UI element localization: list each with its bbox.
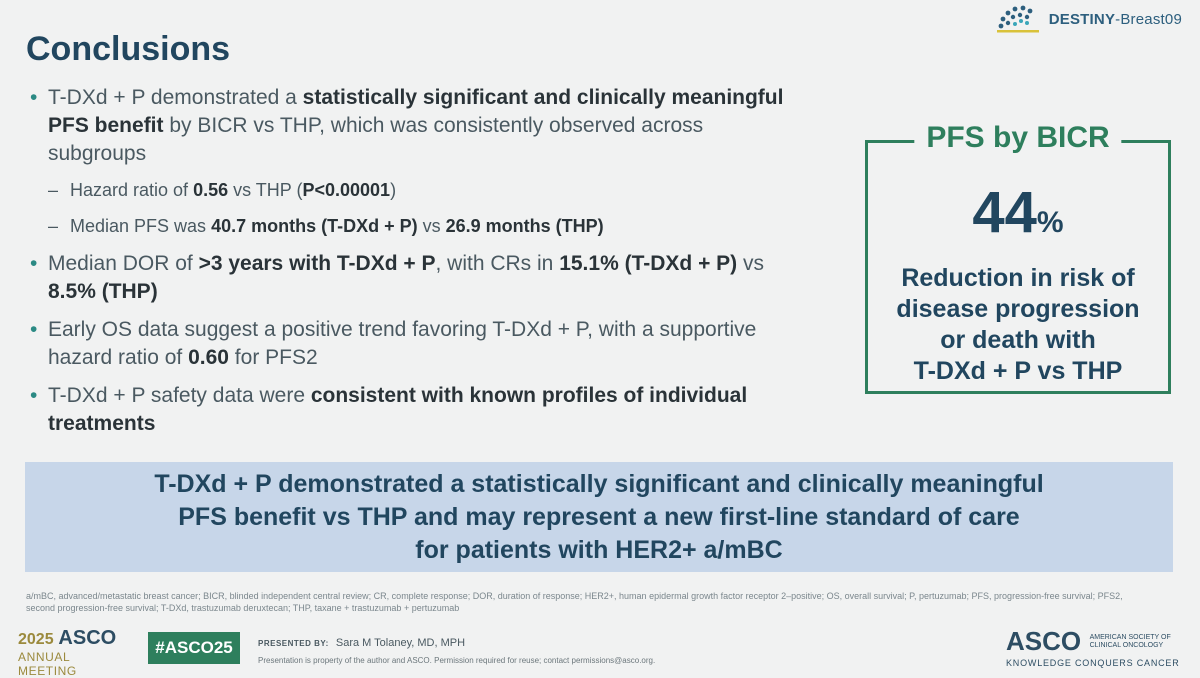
pfs-desc-line: or death with: [940, 326, 1096, 354]
asco-society-line: CLINICAL ONCOLOGY: [1089, 641, 1164, 649]
bold-text-run: P<0.00001: [302, 180, 391, 200]
text-run: T-DXd + P demonstrated a: [48, 86, 303, 109]
bold-text-run: statistically significant and clinically…: [48, 86, 784, 137]
presented-by-label: PRESENTED BY:: [258, 639, 329, 648]
asco-society-logo: ASCO AMERICAN SOCIETY OF CLINICAL ONCOLO…: [1006, 626, 1186, 668]
asco-tagline: KNOWLEDGE CONQUERS CANCER: [1006, 658, 1180, 668]
reuse-disclaimer: Presentation is property of the author a…: [258, 656, 656, 665]
conclusion-bullet: Median DOR of >3 years with T-DXd + P, w…: [30, 250, 790, 306]
pfs-callout-box: PFS by BICR 44% Reduction in risk of dis…: [865, 121, 1171, 394]
hashtag-badge: #ASCO25: [148, 632, 240, 664]
conclusion-bullet: T-DXd + P demonstrated a statistically s…: [30, 84, 790, 168]
summary-banner: T-DXd + P demonstrated a statistically s…: [25, 462, 1173, 572]
bold-text-run: consistent with known profiles of indivi…: [48, 384, 748, 435]
banner-line: T-DXd + P demonstrated a statistically s…: [154, 469, 1044, 498]
conclusion-sub-bullet: Median PFS was 40.7 months (T-DXd + P) v…: [30, 214, 790, 238]
meeting-org: ASCO: [58, 627, 117, 649]
text-run: vs: [417, 216, 446, 236]
abbreviations-footnote: a/mBC, advanced/metastatic breast cancer…: [26, 591, 1123, 613]
text-run: Median DOR of: [48, 252, 199, 275]
text-run: vs THP (: [228, 180, 303, 200]
text-run: by BICR vs THP, which was consistently o…: [48, 114, 704, 165]
presenter-name: Sara M Tolaney, MD, MPH: [335, 637, 466, 649]
destiny-breast09-logo: DESTINY-Breast09: [993, 4, 1182, 34]
pfs-desc-line: Reduction in risk of: [901, 264, 1135, 292]
text-run: T-DXd + P safety data were: [48, 384, 311, 407]
bold-text-run: 40.7 months (T-DXd + P): [211, 216, 418, 236]
asco-society-line: AMERICAN SOCIETY OF: [1089, 633, 1171, 641]
text-run: Hazard ratio of: [70, 180, 194, 200]
conclusion-bullet: Early OS data suggest a positive trend f…: [30, 316, 790, 372]
bold-text-run: 26.9 months (THP): [445, 216, 604, 236]
bold-text-run: 0.56: [193, 180, 229, 200]
text-run: Early OS data suggest a positive trend f…: [48, 318, 757, 369]
logo-text-light: -Breast09: [1115, 10, 1182, 28]
meeting-subtitle: ANNUAL MEETING: [18, 650, 77, 678]
conclusion-sub-bullet: Hazard ratio of 0.56 vs THP (P<0.00001): [30, 178, 790, 202]
text-run: vs: [737, 252, 765, 275]
bold-text-run: 8.5% (THP): [48, 280, 158, 303]
banner-line: for patients with HER2+ a/mBC: [415, 535, 783, 564]
text-run: ): [390, 180, 397, 200]
conclusion-bullet: T-DXd + P safety data were consistent wi…: [30, 382, 790, 438]
pfs-callout-description: Reduction in risk of disease progression…: [868, 263, 1168, 387]
bold-text-run: 0.60: [188, 346, 229, 369]
presenter-line: PRESENTED BY: Sara M Tolaney, MD, MPH: [258, 637, 465, 649]
bold-text-run: >3 years with T-DXd + P: [198, 252, 436, 275]
pfs-desc-line: disease progression: [896, 295, 1140, 323]
destiny-logo-icon: [996, 5, 1039, 33]
text-run: Median PFS was: [70, 216, 212, 236]
meeting-year: 2025: [18, 631, 54, 648]
pfs-value-number: 44: [972, 180, 1037, 245]
pfs-desc-line: T-DXd + P vs THP: [913, 357, 1123, 385]
pfs-value-unit: %: [1036, 206, 1064, 239]
text-run: for PFS2: [228, 346, 318, 369]
slide-title: Conclusions: [26, 30, 231, 68]
logo-text-bold: DESTINY: [1048, 10, 1116, 28]
bold-text-run: 15.1% (T-DXd + P): [559, 252, 738, 275]
pfs-callout-title: PFS by BICR: [914, 121, 1122, 155]
banner-line: PFS benefit vs THP and may represent a n…: [178, 502, 1020, 531]
asco-wordmark: ASCO: [1006, 626, 1082, 656]
pfs-reduction-value: 44%: [868, 183, 1168, 253]
text-run: , with CRs in: [435, 252, 560, 275]
asco-annual-meeting-logo: 2025 ASCO ANNUAL MEETING: [18, 628, 128, 678]
conclusion-bullets: T-DXd + P demonstrated a statistically s…: [30, 84, 790, 448]
